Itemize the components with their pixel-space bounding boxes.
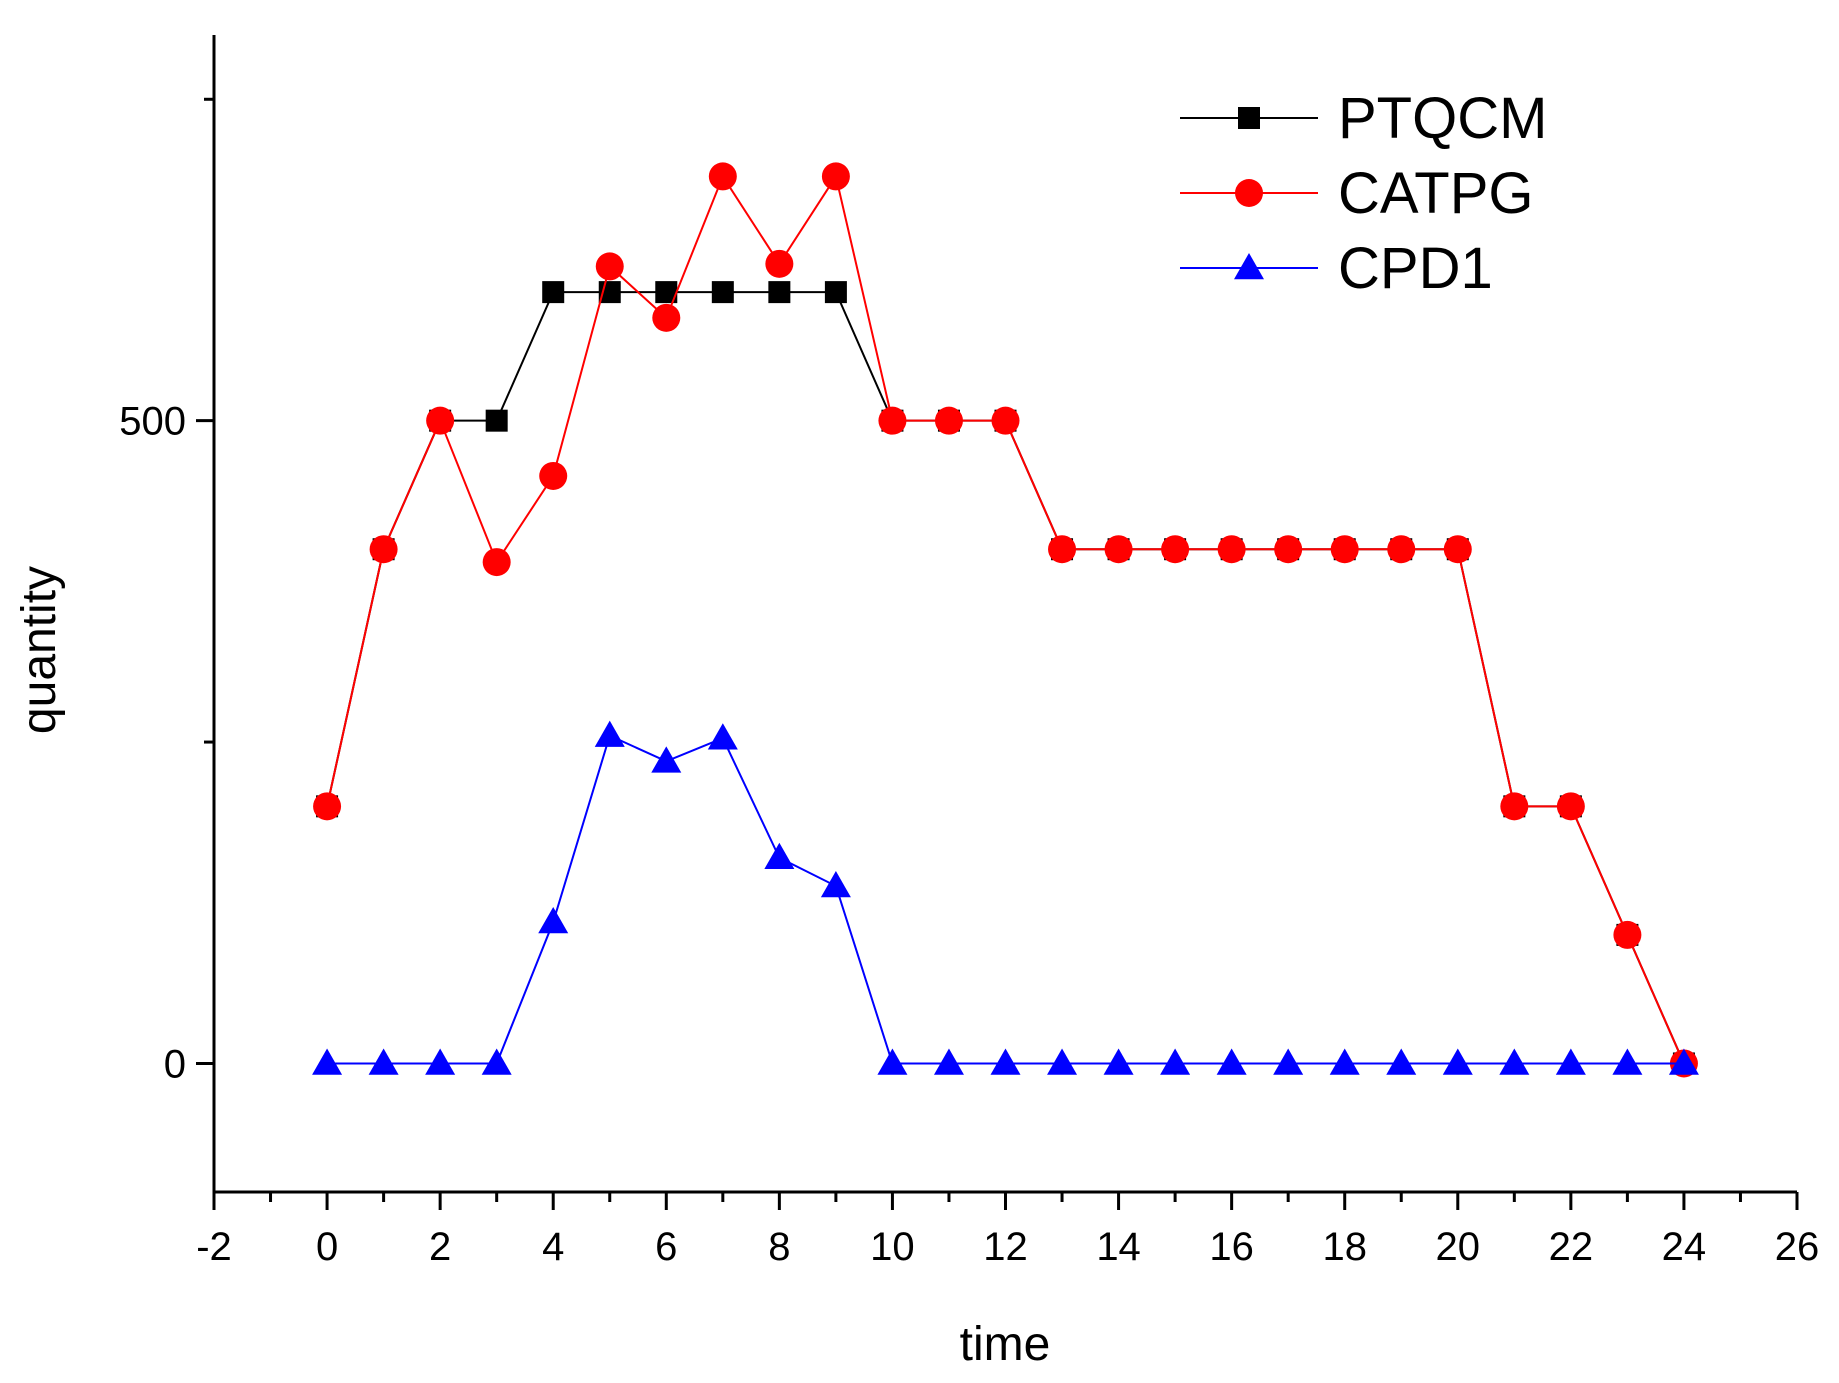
data-point-cpd1 xyxy=(1386,1048,1417,1075)
data-point-catpg xyxy=(878,406,907,435)
data-point-catpg xyxy=(1217,535,1246,564)
x-tick-label: 4 xyxy=(542,1225,564,1269)
data-point-catpg xyxy=(1556,792,1585,821)
data-point-catpg xyxy=(426,406,455,435)
data-point-ptqcm xyxy=(542,281,565,304)
data-point-cpd1 xyxy=(481,1048,512,1075)
x-tick-label: 24 xyxy=(1662,1225,1707,1269)
data-point-catpg xyxy=(1104,535,1133,564)
data-point-catpg xyxy=(313,792,342,821)
data-point-catpg xyxy=(369,535,398,564)
data-point-cpd1 xyxy=(877,1048,908,1075)
data-point-catpg xyxy=(1274,535,1303,564)
data-point-catpg xyxy=(1330,535,1359,564)
data-point-cpd1 xyxy=(1612,1048,1643,1075)
legend-label: CPD1 xyxy=(1338,236,1493,301)
data-point-catpg xyxy=(1613,920,1642,949)
y-tick-label: 0 xyxy=(164,1042,186,1086)
x-tick-label: 6 xyxy=(655,1225,677,1269)
legend-item-catpg: CATPG xyxy=(1180,161,1534,226)
series-ptqcm xyxy=(316,281,1695,1075)
x-tick-label: 18 xyxy=(1322,1225,1367,1269)
data-point-cpd1 xyxy=(1329,1048,1360,1075)
data-point-cpd1 xyxy=(990,1048,1021,1075)
data-point-cpd1 xyxy=(764,842,795,870)
x-tick-label: 12 xyxy=(983,1225,1028,1269)
data-point-cpd1 xyxy=(594,720,625,747)
data-point-ptqcm xyxy=(655,281,678,304)
plot-series xyxy=(312,162,1699,1078)
data-point-catpg xyxy=(482,548,511,577)
data-point-catpg xyxy=(1500,792,1529,821)
x-tick-label: 8 xyxy=(768,1225,790,1269)
data-point-cpd1 xyxy=(820,871,851,898)
data-point-cpd1 xyxy=(368,1048,399,1075)
data-point-cpd1 xyxy=(707,723,738,750)
legend-marker-triangle xyxy=(1234,253,1264,280)
x-tick-label: -2 xyxy=(196,1225,232,1269)
data-point-cpd1 xyxy=(933,1048,964,1075)
series-catpg xyxy=(313,162,1698,1078)
data-point-catpg xyxy=(539,461,568,490)
data-point-catpg xyxy=(765,249,794,278)
data-point-catpg xyxy=(1443,535,1472,564)
data-point-catpg xyxy=(652,303,681,332)
data-point-cpd1 xyxy=(1442,1048,1473,1075)
legend: PTQCM CATPG CPD1 xyxy=(1180,86,1547,301)
x-tick-label: 10 xyxy=(870,1225,915,1269)
data-point-cpd1 xyxy=(1499,1048,1530,1075)
data-point-cpd1 xyxy=(1216,1048,1247,1075)
y-axis-title: quantity xyxy=(13,566,66,734)
legend-label: CATPG xyxy=(1338,161,1534,226)
x-tick-label: 0 xyxy=(316,1225,338,1269)
x-tick-label: 26 xyxy=(1775,1225,1820,1269)
data-point-catpg xyxy=(708,162,737,191)
x-tick-label: 14 xyxy=(1096,1225,1141,1269)
legend-label: PTQCM xyxy=(1338,86,1547,151)
data-point-catpg xyxy=(595,252,624,281)
x-tick-label: 16 xyxy=(1209,1225,1254,1269)
data-point-catpg xyxy=(934,406,963,435)
x-tick-label: 22 xyxy=(1549,1225,1594,1269)
series-line-catpg xyxy=(326,173,1685,1064)
series-line-cpd1 xyxy=(327,734,1684,1065)
legend-item-cpd1: CPD1 xyxy=(1180,236,1493,301)
legend-marker-circle xyxy=(1235,179,1263,207)
legend-item-ptqcm: PTQCM xyxy=(1180,86,1547,151)
series-cpd1 xyxy=(312,720,1699,1075)
data-point-cpd1 xyxy=(312,1048,343,1075)
data-point-cpd1 xyxy=(651,746,682,773)
data-point-cpd1 xyxy=(1273,1048,1304,1075)
data-point-ptqcm xyxy=(768,281,791,304)
data-point-cpd1 xyxy=(538,907,569,934)
data-point-catpg xyxy=(1161,535,1190,564)
x-axis-title: time xyxy=(960,1318,1051,1371)
data-point-cpd1 xyxy=(425,1048,456,1075)
data-point-catpg xyxy=(1048,535,1077,564)
data-point-catpg xyxy=(1387,535,1416,564)
x-tick-label: 2 xyxy=(429,1225,451,1269)
data-point-cpd1 xyxy=(1160,1048,1191,1075)
data-point-catpg xyxy=(821,162,850,191)
y-tick-label: 500 xyxy=(119,400,186,444)
data-point-cpd1 xyxy=(1047,1048,1078,1075)
data-point-cpd1 xyxy=(1555,1048,1586,1075)
data-point-ptqcm xyxy=(824,281,847,304)
data-point-ptqcm xyxy=(485,409,508,432)
data-point-ptqcm xyxy=(711,281,734,304)
legend-marker-square xyxy=(1238,107,1260,129)
x-tick-label: 20 xyxy=(1436,1225,1481,1269)
data-point-cpd1 xyxy=(1668,1048,1699,1075)
data-point-catpg xyxy=(991,406,1020,435)
data-point-cpd1 xyxy=(1103,1048,1134,1075)
